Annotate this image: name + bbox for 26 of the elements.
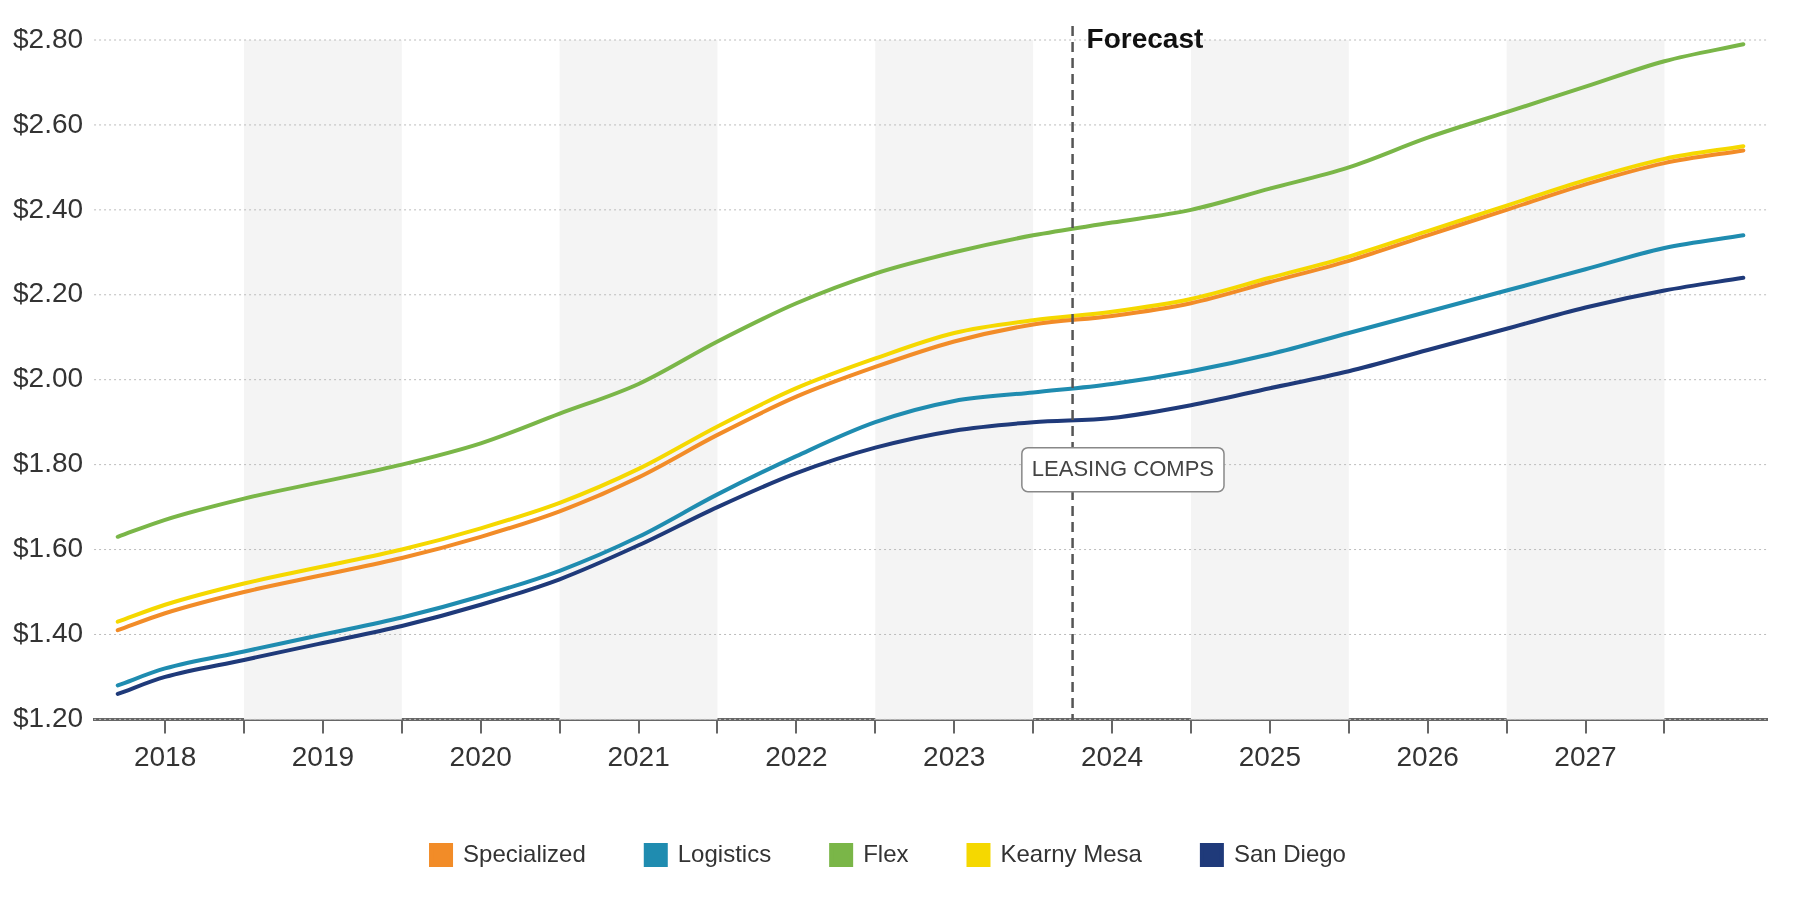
x-tick-label: 2024: [1080, 740, 1144, 772]
y-tick-label: $1.20: [12, 702, 84, 734]
x-tick-label: 2020: [449, 740, 512, 772]
x-tick-label: 2027: [1554, 740, 1617, 772]
legend-label: Logistics: [677, 839, 772, 867]
y-tick-label: $2.80: [12, 22, 84, 54]
legend-label: Flex: [863, 839, 909, 867]
ref-line-label: Forecast: [1086, 22, 1204, 54]
x-tick-label: 2025: [1238, 740, 1301, 772]
y-tick-label: $2.00: [12, 362, 84, 394]
x-tick-label: 2019: [291, 740, 355, 772]
x-tick-label: 2023: [923, 740, 986, 772]
y-tick-label: $2.40: [12, 192, 84, 224]
y-tick-label: $2.20: [12, 277, 84, 309]
legend-label: Specialized: [463, 839, 586, 867]
x-tick-label: 2022: [765, 740, 828, 772]
x-tick-label: 2018: [133, 740, 197, 772]
annotation: LEASING COMPS: [1031, 455, 1214, 481]
y-tick-label: $1.40: [12, 617, 84, 649]
legend-label: Kearny Mesa: [1000, 839, 1143, 867]
x-tick-label: 2026: [1396, 740, 1459, 772]
legend-label: San Diego: [1233, 839, 1346, 867]
y-tick-label: $2.60: [12, 107, 84, 139]
x-tick-label: 2021: [607, 740, 670, 772]
y-tick-label: $1.80: [12, 447, 84, 479]
y-tick-label: $1.60: [12, 532, 84, 564]
